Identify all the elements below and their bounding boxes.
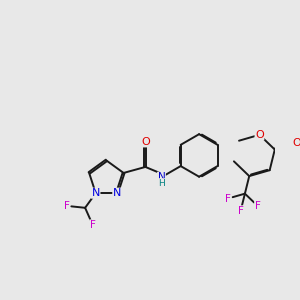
Text: F: F — [90, 220, 96, 230]
Text: N: N — [92, 188, 100, 198]
Text: O: O — [141, 137, 150, 147]
Text: O: O — [292, 138, 300, 148]
Text: F: F — [225, 194, 231, 203]
Text: N: N — [158, 172, 165, 182]
Text: N: N — [113, 188, 121, 198]
Text: O: O — [255, 130, 264, 140]
Text: F: F — [64, 201, 69, 211]
Text: F: F — [255, 201, 261, 211]
Text: H: H — [158, 179, 165, 188]
Text: F: F — [238, 206, 244, 216]
